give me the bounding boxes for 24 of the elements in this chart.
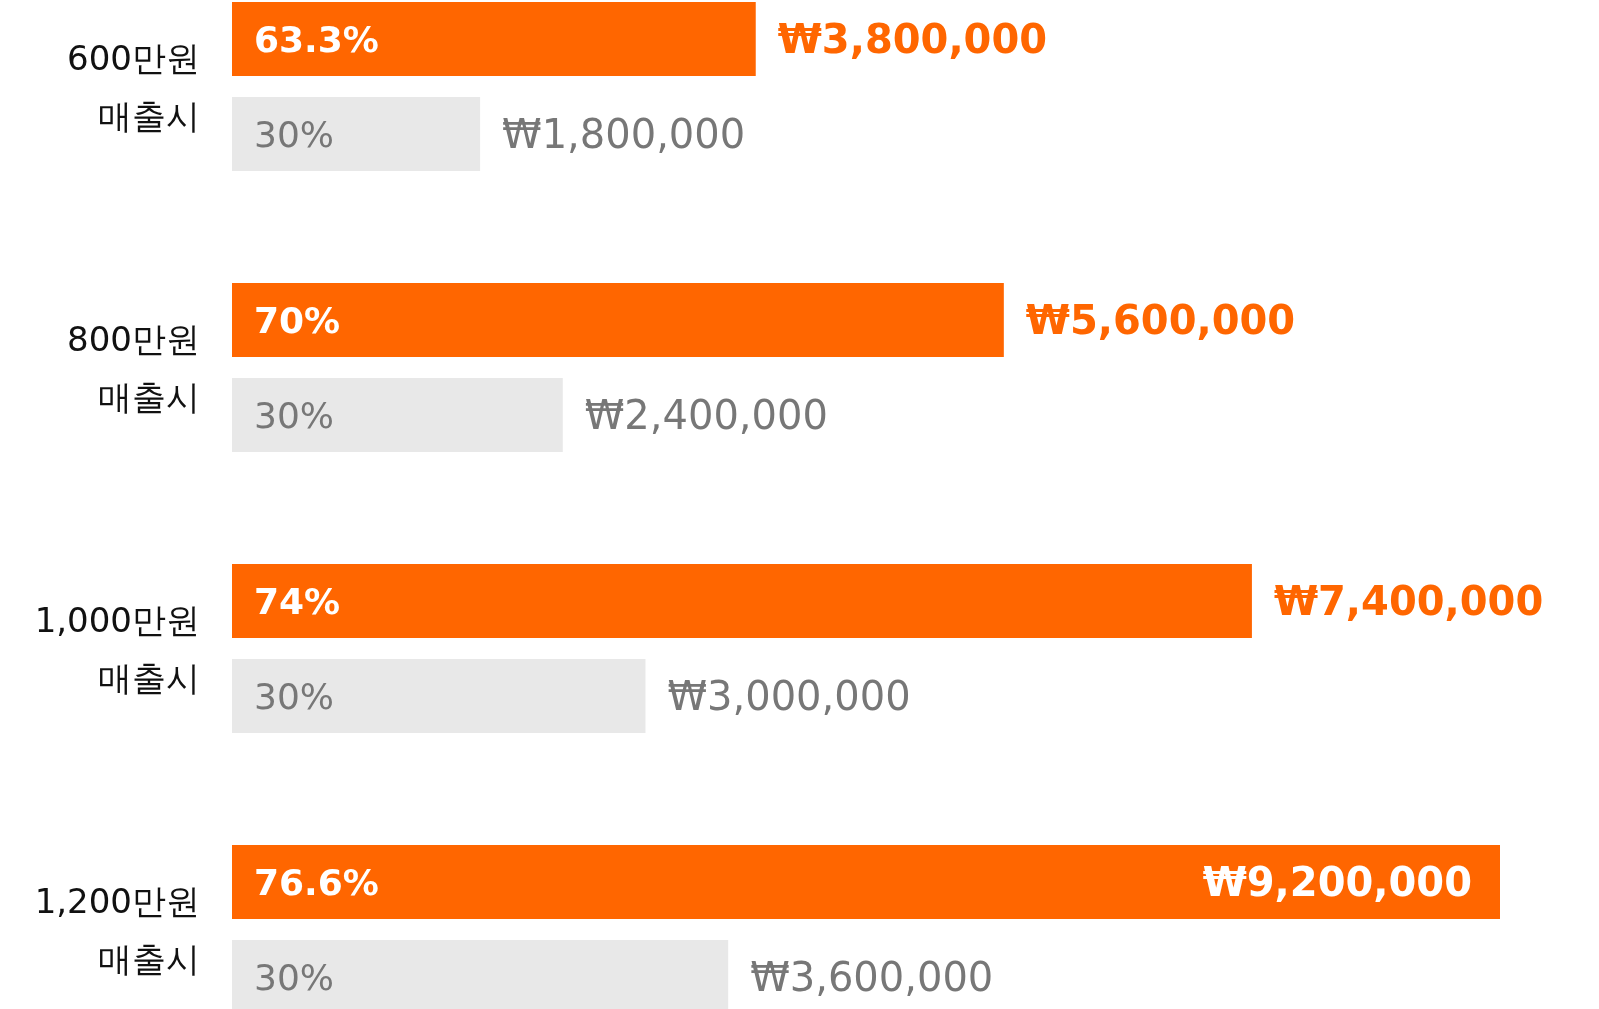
bar <box>232 845 1500 919</box>
data-label: ₩3,800,000 <box>777 16 1048 62</box>
annotation: 74% <box>254 581 341 622</box>
data-label: ₩5,600,000 <box>1025 297 1296 343</box>
annotation: 30% <box>254 395 335 436</box>
y-tick-label: 1,200만원 매출시 <box>34 880 200 979</box>
y-tick-label: 800만원 매출시 <box>67 318 200 417</box>
data-label: ₩7,400,000 <box>1273 578 1544 624</box>
y-tick-label: 600만원 매출시 <box>67 37 200 136</box>
bar <box>232 2 756 76</box>
annotation: 30% <box>254 957 335 998</box>
bar <box>232 283 1004 357</box>
annotation: 63.3% <box>254 19 379 60</box>
data-label: ₩3,600,000 <box>750 954 994 1000</box>
annotation: 76.6% <box>254 862 379 903</box>
y-tick-label: 1,000만원 매출시 <box>34 599 200 698</box>
bar <box>232 564 1252 638</box>
data-label: ₩3,000,000 <box>667 673 911 719</box>
data-label: ₩9,200,000 <box>1202 859 1472 905</box>
annotation: 70% <box>254 300 341 341</box>
data-label: ₩1,800,000 <box>502 111 746 157</box>
annotation: 30% <box>254 114 335 155</box>
annotation: 30% <box>254 676 335 717</box>
data-label: ₩2,400,000 <box>584 392 828 438</box>
